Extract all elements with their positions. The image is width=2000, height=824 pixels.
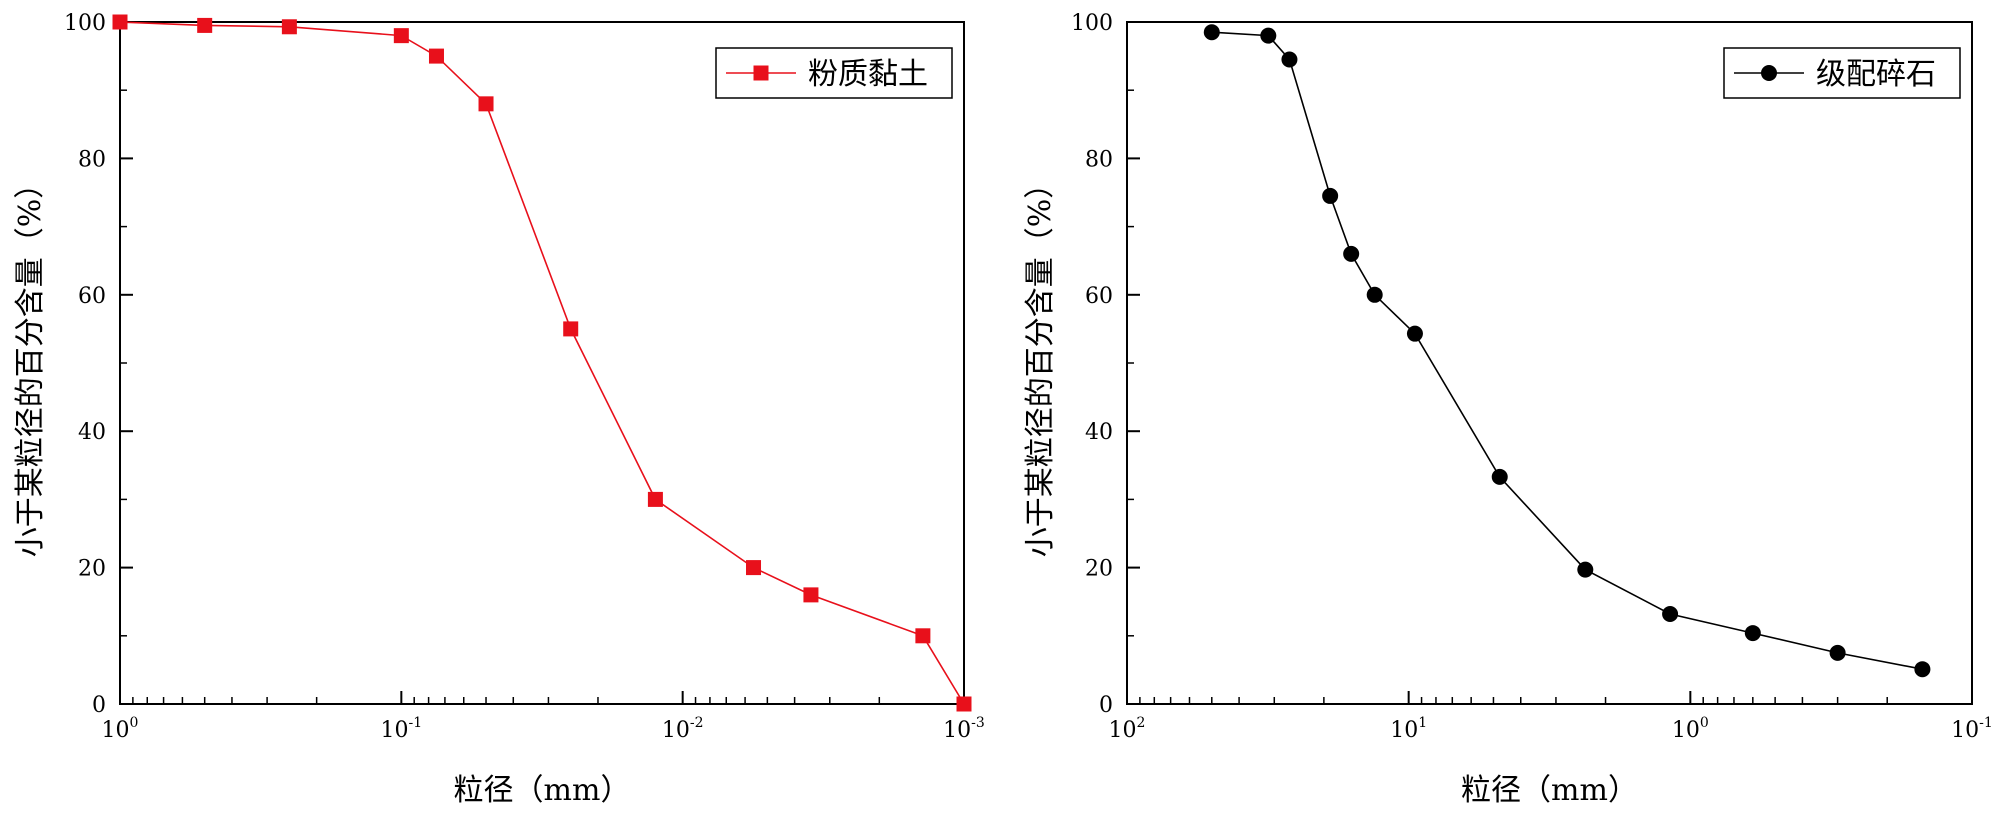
data-point	[1829, 644, 1846, 661]
x-tick-exponent: 1	[1418, 715, 1427, 731]
data-point	[1744, 625, 1761, 642]
data-point	[1406, 325, 1423, 342]
data-point	[1366, 286, 1383, 303]
data-point	[1662, 605, 1679, 622]
data-point	[746, 560, 762, 576]
chart-gravel: 102 101 100 10-1020406080100粒径（mm）小于某粒径的百分含…	[1023, 11, 1993, 808]
series-line	[119, 21, 965, 705]
data-point	[1491, 468, 1508, 485]
x-tick-label: 102	[1109, 715, 1146, 743]
legend-label: 级配碎石	[1816, 57, 1936, 92]
x-tick-base: 10	[1390, 718, 1418, 743]
x-tick-exponent: -3	[971, 715, 985, 731]
x-tick-base: 10	[102, 718, 130, 743]
x-tick-label: 10-1	[1951, 715, 1993, 743]
x-tick-base: 10	[1951, 718, 1979, 743]
legend: 级配碎石	[1723, 47, 1961, 99]
x-tick-base: 10	[1672, 718, 1700, 743]
y-tick-label: 20	[78, 557, 106, 582]
data-point	[915, 628, 931, 644]
y-tick-label: 100	[64, 11, 106, 36]
x-tick-exponent: 0	[130, 715, 139, 731]
data-point	[1914, 661, 1931, 678]
x-tick-label: 10-3	[943, 715, 985, 743]
y-axis-title: 小于某粒径的百分含量（%）	[1023, 169, 1058, 558]
y-tick-label: 40	[1085, 420, 1113, 445]
series-line	[1211, 31, 1923, 670]
data-point	[478, 96, 494, 112]
x-tick-label: 10-2	[662, 715, 704, 743]
legend: 粉质黏土	[715, 47, 953, 99]
x-tick-base: 10	[662, 718, 690, 743]
data-point	[112, 14, 128, 30]
data-point	[428, 48, 444, 64]
x-tick-label: 101	[1390, 715, 1427, 743]
x-axis-title: 粒径（mm）	[454, 773, 631, 808]
plot-frame	[119, 21, 965, 705]
x-tick-label: 10-1	[381, 715, 423, 743]
legend-marker	[1761, 65, 1777, 81]
y-tick-label: 20	[1085, 557, 1113, 582]
x-tick-exponent: -2	[690, 715, 704, 731]
x-tick-label: 100	[102, 715, 139, 743]
data-point	[647, 491, 663, 507]
data-point	[803, 587, 819, 603]
x-tick-exponent: 0	[1700, 715, 1709, 731]
data-point	[1343, 245, 1360, 262]
legend-marker	[753, 65, 769, 81]
x-tick-exponent: 2	[1137, 715, 1146, 731]
x-tick-exponent: -1	[1979, 715, 1993, 731]
data-point	[1203, 24, 1220, 41]
x-tick-exponent: -1	[409, 715, 423, 731]
y-tick-label: 60	[1085, 284, 1113, 309]
x-tick-base: 10	[943, 718, 971, 743]
y-tick-label: 0	[92, 693, 106, 718]
data-point	[1577, 561, 1594, 578]
data-point	[281, 19, 297, 35]
data-point	[563, 321, 579, 337]
y-tick-label: 80	[1085, 147, 1113, 172]
data-point	[393, 28, 409, 44]
chart-clay: 100 10-1 10-2 10-3020406080100粒径（mm）小于某粒径的百…	[13, 11, 985, 808]
data-point	[1260, 27, 1277, 44]
y-tick-label: 60	[78, 284, 106, 309]
y-tick-label: 40	[78, 420, 106, 445]
y-tick-label: 80	[78, 147, 106, 172]
plot-frame	[1126, 21, 1973, 705]
y-tick-label: 0	[1099, 693, 1113, 718]
data-point	[1281, 51, 1298, 68]
data-point	[956, 696, 972, 712]
x-tick-label: 100	[1672, 715, 1709, 743]
x-axis-title: 粒径（mm）	[1461, 773, 1638, 808]
legend-label: 粉质黏土	[808, 57, 928, 92]
y-tick-label: 100	[1071, 11, 1113, 36]
x-tick-base: 10	[1109, 718, 1137, 743]
data-point	[197, 17, 213, 33]
data-point	[1322, 187, 1339, 204]
x-tick-base: 10	[381, 718, 409, 743]
y-axis-title: 小于某粒径的百分含量（%）	[13, 169, 48, 558]
